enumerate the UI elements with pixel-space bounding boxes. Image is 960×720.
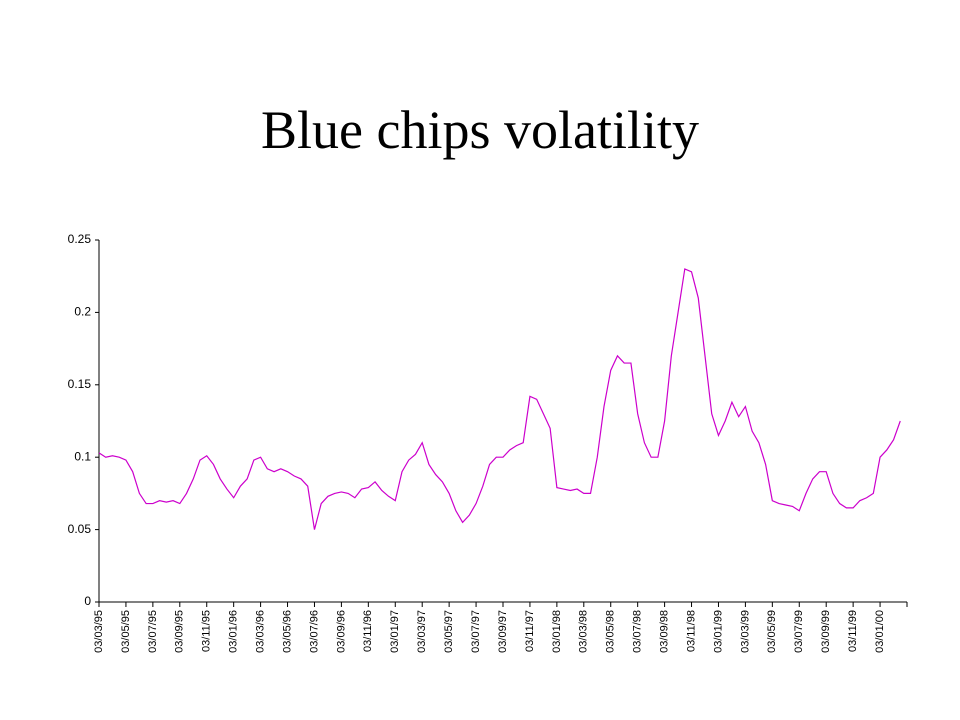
x-tick-label: 03/09/96	[335, 610, 347, 653]
x-tick-label: 03/05/98	[605, 610, 617, 653]
y-tick-label: 0.05	[68, 522, 92, 536]
x-tick-label: 03/03/98	[578, 610, 590, 653]
x-tick-label: 03/07/96	[308, 610, 320, 653]
y-tick-label: 0.1	[74, 449, 91, 463]
x-tick-label: 03/03/96	[255, 610, 267, 653]
x-tick-label: 03/03/95	[93, 610, 105, 653]
x-tick-label: 03/11/99	[847, 610, 859, 652]
x-tick-label: 03/01/00	[874, 610, 886, 653]
x-tick-label: 03/01/99	[712, 610, 724, 653]
x-tick-label: 03/09/98	[659, 610, 671, 653]
x-tick-label: 03/07/97	[470, 610, 482, 653]
x-tick-label: 03/05/99	[766, 610, 778, 653]
series-line	[98, 268, 901, 530]
x-tick-label: 03/09/97	[497, 610, 509, 653]
x-tick-label: 03/11/95	[201, 610, 213, 652]
y-tick-label: 0.15	[68, 377, 92, 391]
x-tick-label: 03/07/99	[793, 610, 805, 653]
x-tick-label: 03/05/96	[281, 610, 293, 653]
x-tick-label: 03/11/96	[362, 610, 374, 652]
x-tick-label: 03/09/99	[820, 610, 832, 653]
y-tick-label: 0	[84, 594, 91, 608]
x-tick-label: 03/03/97	[416, 610, 428, 653]
x-tick-label: 03/09/95	[174, 610, 186, 653]
x-tick-label: 03/05/95	[120, 610, 132, 653]
x-tick-label: 03/07/98	[632, 610, 644, 653]
x-tick-label: 03/11/97	[524, 610, 536, 652]
y-tick-label: 0.2	[74, 305, 91, 319]
x-tick-label: 03/03/99	[739, 610, 751, 653]
chart-title: Blue chips volatility	[261, 100, 699, 160]
x-tick-label: 03/01/97	[389, 610, 401, 653]
x-tick-label: 03/01/98	[551, 610, 563, 653]
x-tick-label: 03/11/98	[685, 610, 697, 652]
x-tick-label: 03/05/97	[443, 610, 455, 653]
x-tick-label: 03/07/95	[147, 610, 159, 653]
x-tick-label: 03/01/96	[228, 610, 240, 653]
y-tick-label: 0.25	[68, 232, 92, 246]
